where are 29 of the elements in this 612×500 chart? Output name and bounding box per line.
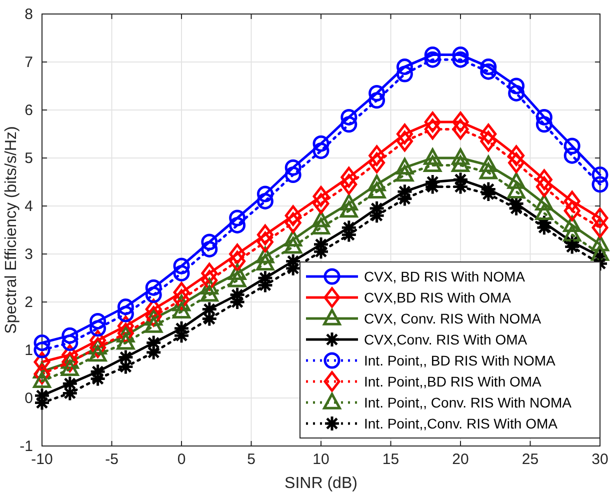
x-tick-label: 10	[312, 451, 330, 468]
x-tick-label: 5	[247, 451, 256, 468]
y-tick-label: 2	[24, 294, 33, 311]
x-tick-label: 30	[592, 451, 608, 468]
x-axis-title: SINR (dB)	[284, 475, 358, 492]
y-tick-label: 3	[24, 246, 33, 263]
legend-label: Int. Point,, Conv. RIS With NOMA	[364, 394, 572, 410]
x-tick-label: -5	[105, 451, 118, 468]
y-tick-label: 6	[24, 102, 33, 119]
x-tick-label: 15	[382, 451, 400, 468]
x-tick-label: -10	[31, 451, 53, 468]
legend-label: CVX,Conv. RIS With OMA	[364, 332, 528, 348]
y-tick-label: 7	[24, 54, 33, 71]
x-tick-label: 20	[452, 451, 469, 468]
legend-label: Int. Point,,Conv. RIS With OMA	[364, 416, 558, 432]
legend-label: Int. Point,, BD RIS With NOMA	[364, 352, 556, 368]
x-tick-label: 0	[177, 451, 186, 468]
y-axis-title: Spectral Efficiency (bits/s/Hz)	[3, 126, 20, 334]
y-tick-label: 0	[24, 390, 33, 407]
legend-label: CVX, Conv. RIS With NOMA	[364, 310, 542, 326]
x-tick-label: 25	[522, 451, 539, 468]
legend-label: CVX, BD RIS With NOMA	[364, 268, 526, 284]
y-tick-label: -1	[20, 438, 33, 455]
legend-label: Int. Point,,BD RIS With OMA	[364, 374, 542, 390]
y-tick-label: 5	[24, 150, 33, 167]
y-tick-label: 8	[24, 6, 33, 23]
legend-label: CVX,BD RIS With OMA	[364, 290, 512, 306]
y-tick-label: 4	[24, 198, 33, 215]
y-tick-label: 1	[24, 342, 33, 359]
